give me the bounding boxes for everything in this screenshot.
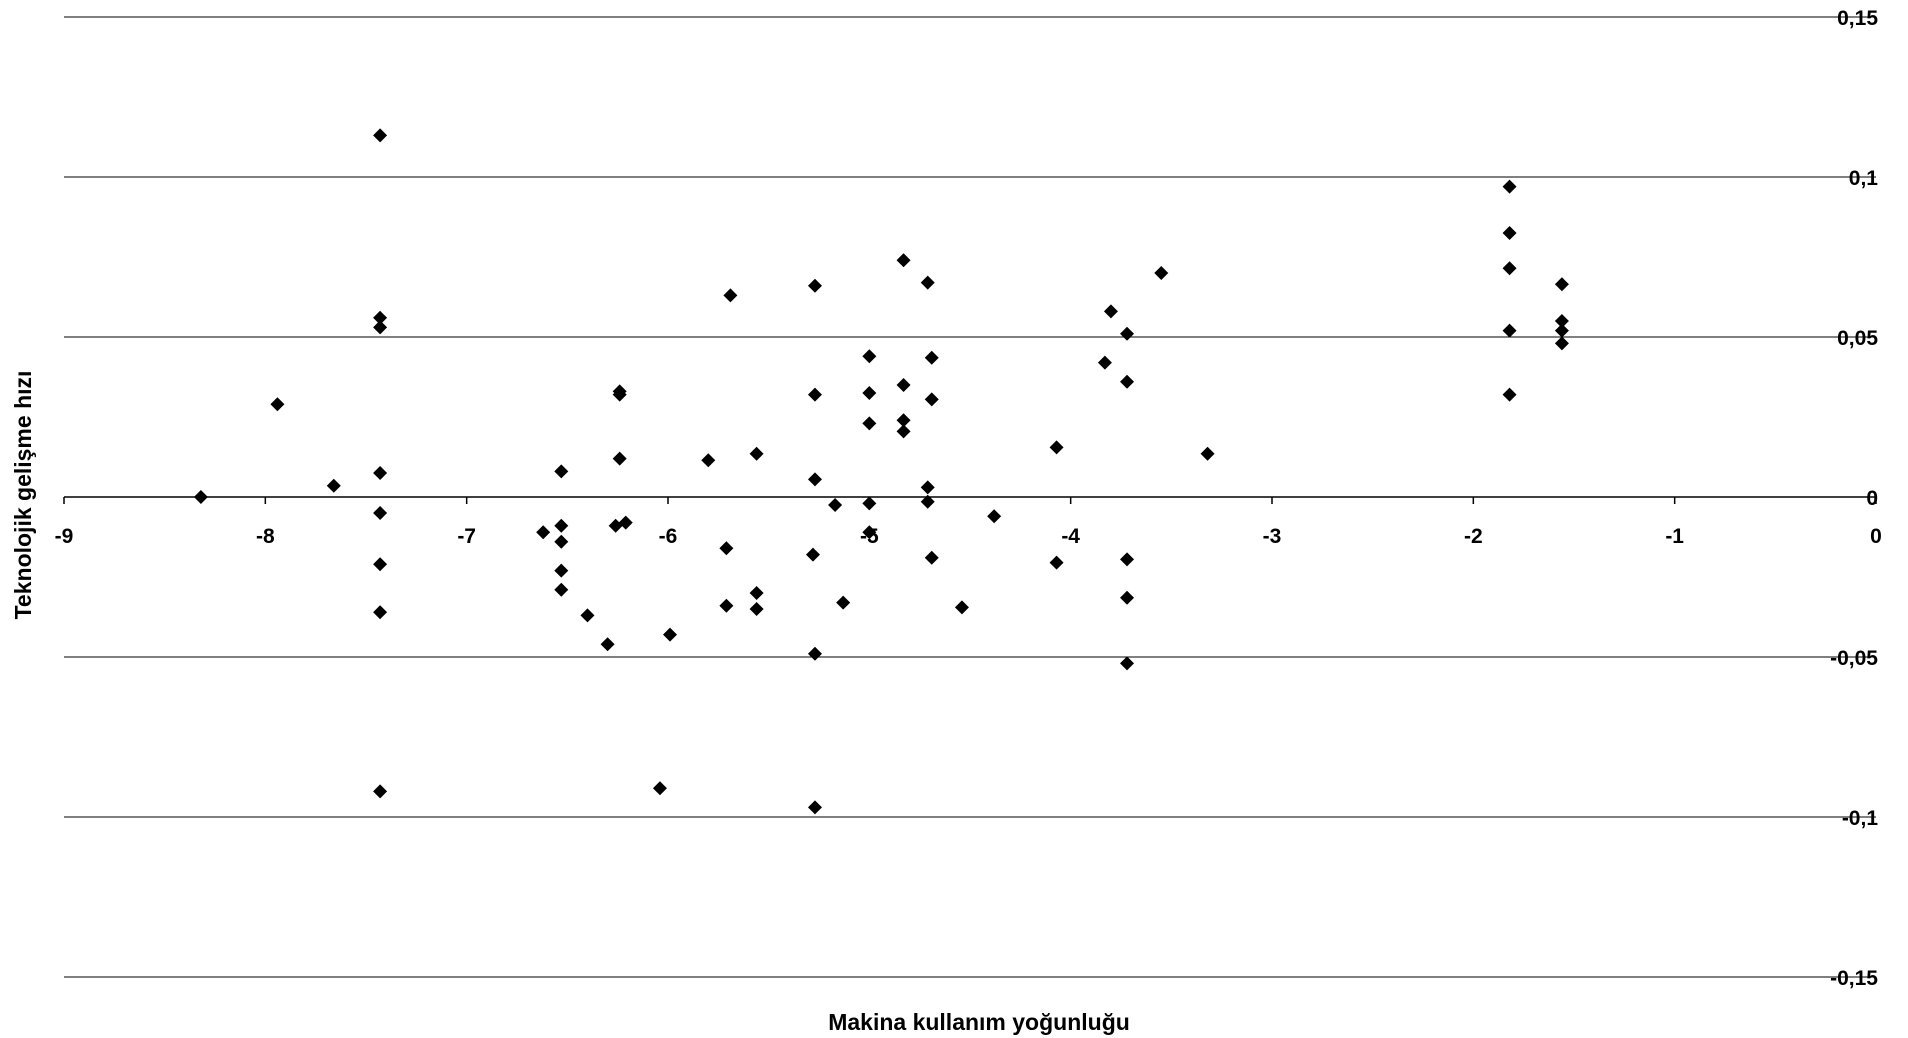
data-point <box>373 784 388 799</box>
data-point <box>554 534 569 549</box>
data-point <box>652 781 667 796</box>
data-point <box>326 478 341 493</box>
data-point <box>920 275 935 290</box>
data-point <box>373 310 388 325</box>
data-point <box>193 490 208 504</box>
data-point <box>1502 226 1517 240</box>
data-point <box>862 525 877 540</box>
y-tick-label: -0,15 <box>1830 967 1878 990</box>
data-point <box>1200 446 1215 461</box>
data-point <box>270 397 285 412</box>
data-point <box>373 320 388 335</box>
data-point <box>807 800 822 815</box>
data-point <box>1154 266 1169 280</box>
data-point <box>1554 323 1569 338</box>
x-tick-label: -2 <box>1464 525 1483 548</box>
data-point <box>862 349 877 364</box>
data-point <box>807 646 822 661</box>
data-point <box>1502 179 1517 194</box>
data-point <box>1502 323 1517 338</box>
data-point <box>723 288 738 303</box>
data-point <box>701 453 716 468</box>
y-tick-labels: 0,15 0,1 0,05 0 -0,05 -0,1 -0,15 <box>1830 7 1878 990</box>
data-point <box>1103 304 1118 319</box>
data-point <box>807 472 822 487</box>
data-point <box>828 498 843 512</box>
x-tick-label: 0 <box>1870 525 1882 548</box>
data-point <box>896 378 911 392</box>
data-points <box>193 128 1569 815</box>
data-point <box>1097 355 1112 370</box>
data-point <box>862 496 877 511</box>
x-axis <box>63 496 1877 504</box>
data-point <box>749 586 764 600</box>
data-point <box>554 518 569 533</box>
data-point <box>600 637 615 652</box>
data-point <box>612 451 627 466</box>
x-tick-label: -9 <box>55 525 74 548</box>
data-point <box>1120 374 1135 389</box>
data-point <box>1502 261 1517 276</box>
data-point <box>749 446 764 461</box>
data-point <box>373 605 388 620</box>
x-tick-label: -3 <box>1263 525 1282 548</box>
data-point <box>987 509 1002 524</box>
data-point <box>920 494 935 509</box>
y-axis-title: Teknolojik gelişme hızı <box>10 371 36 620</box>
y-tick-label: 0 <box>1866 487 1878 510</box>
data-point <box>836 595 851 610</box>
data-point <box>807 278 822 293</box>
data-point <box>1554 314 1569 328</box>
data-point <box>1049 555 1064 570</box>
x-axis-title: Makina kullanım yoğunluğu <box>828 1009 1130 1035</box>
y-tick-label: 0,15 <box>1837 7 1878 30</box>
x-tick-label: -6 <box>659 525 678 548</box>
data-point <box>663 627 678 642</box>
data-point <box>373 466 388 480</box>
data-point <box>719 541 734 556</box>
y-tick-label: -0,05 <box>1830 647 1878 670</box>
data-point <box>554 563 569 578</box>
data-point <box>924 392 939 407</box>
data-point <box>618 515 633 530</box>
data-point <box>1120 552 1135 567</box>
x-tick-label: -7 <box>457 525 476 548</box>
data-point <box>536 525 551 540</box>
data-point <box>1120 590 1135 605</box>
data-point <box>554 582 569 597</box>
x-tick-labels: -9-8-7-6-5-4-3-2-10 <box>55 525 1882 548</box>
data-point <box>862 386 877 400</box>
x-tick-label: -4 <box>1061 525 1080 548</box>
data-point <box>373 557 388 572</box>
y-tick-label: 0,05 <box>1837 327 1878 350</box>
data-point <box>373 506 388 520</box>
data-point <box>862 416 877 431</box>
data-point <box>896 253 911 268</box>
data-point <box>554 464 569 479</box>
y-tick-label: -0,1 <box>1842 807 1879 830</box>
data-point <box>1049 440 1064 455</box>
x-tick-label: -1 <box>1665 525 1684 548</box>
data-point <box>954 600 969 615</box>
data-point <box>719 598 734 613</box>
y-tick-label: 0,1 <box>1849 167 1879 190</box>
data-point <box>1502 387 1517 402</box>
data-point <box>1120 326 1135 341</box>
data-point <box>924 550 939 565</box>
data-point <box>1554 277 1569 292</box>
data-point <box>373 128 388 143</box>
data-point <box>1120 656 1135 671</box>
data-point <box>612 387 627 402</box>
data-point <box>807 387 822 402</box>
data-point <box>920 480 935 495</box>
data-point <box>580 608 595 623</box>
data-point <box>896 424 911 439</box>
data-point <box>1554 336 1569 351</box>
data-point <box>805 547 820 562</box>
x-tick-label: -8 <box>256 525 275 548</box>
data-point <box>749 602 764 616</box>
data-point <box>924 350 939 365</box>
data-point <box>896 413 911 428</box>
